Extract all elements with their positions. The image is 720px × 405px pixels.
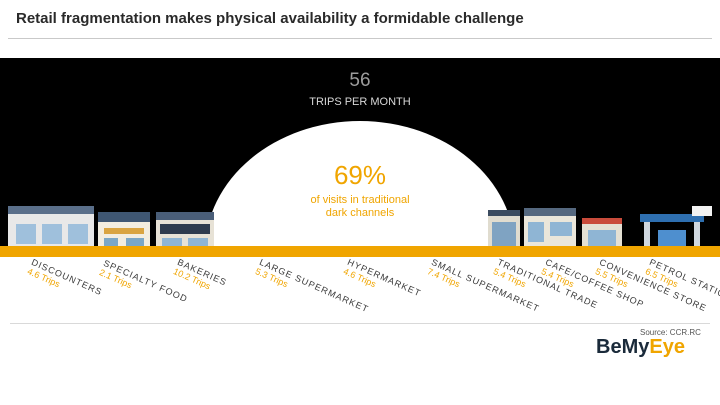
- channel-label-discounters: DISCOUNTERS 4.6 Trips: [25, 257, 104, 298]
- title-divider: [8, 38, 712, 39]
- pharmacy-store-icon: [488, 210, 520, 250]
- discounter-store-icon: [8, 206, 94, 250]
- footer-divider: [10, 323, 710, 324]
- trips-per-month-value: 56: [349, 70, 371, 91]
- cafe-store-icon: [524, 208, 576, 250]
- trips-per-month-label: TRIPS PER MONTH: [309, 96, 411, 108]
- page-title: Retail fragmentation makes physical avai…: [16, 10, 524, 27]
- source-note: Source: CCR.RC: [640, 328, 701, 337]
- bemyeye-logo: BeMyEye: [596, 336, 685, 358]
- traditional-share-percent: 69%: [333, 160, 387, 190]
- petrol-station-icon: [640, 206, 712, 250]
- traditional-share-caption: of visits in traditional dark channels: [310, 194, 410, 219]
- channel-divider-bar: [0, 246, 720, 257]
- dark-channels-panel: [0, 58, 720, 250]
- convenience-store-icon: [582, 218, 622, 250]
